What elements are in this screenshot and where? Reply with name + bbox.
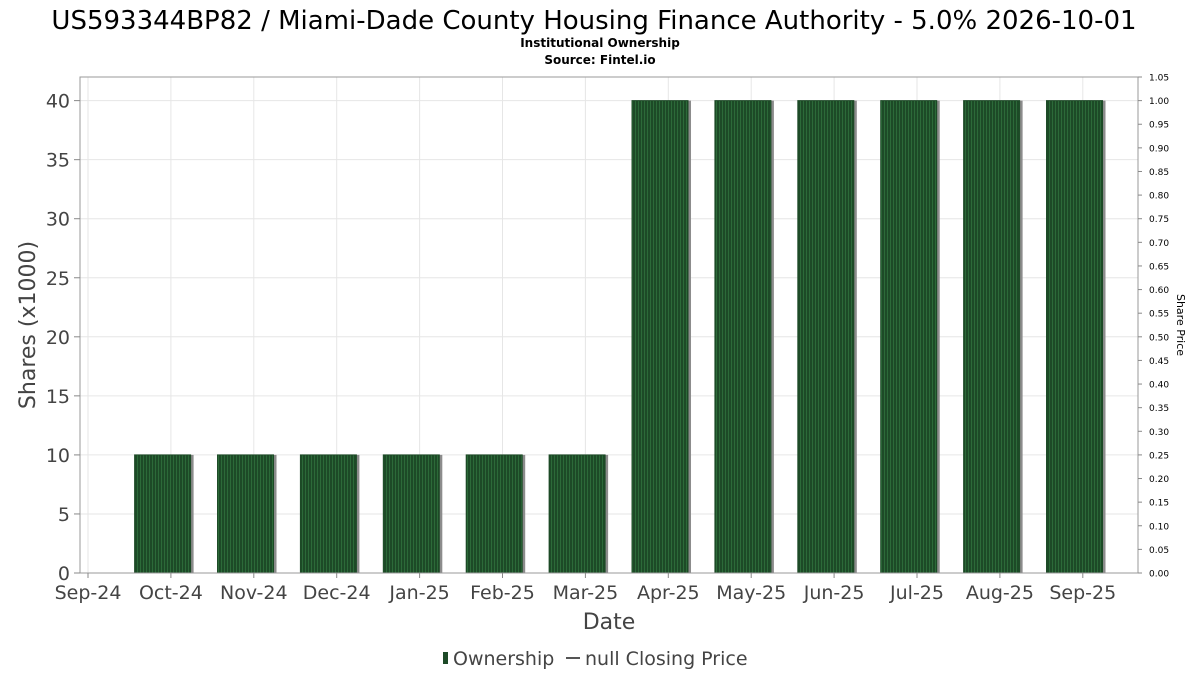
y-tick-label: 0 — [58, 563, 70, 585]
plot-area-border — [79, 76, 1139, 574]
x-tick-label: Oct-24 — [139, 582, 203, 604]
y2-tick-label: 0.00 — [1149, 570, 1169, 580]
y2-tick-label: 0.05 — [1149, 546, 1169, 556]
y2-tick-label: 0.45 — [1149, 357, 1169, 367]
x-tick-label: Dec-24 — [303, 582, 371, 604]
x-tick-label: Apr-25 — [637, 582, 700, 604]
y-axis-ticks: 0 5 10 15 20 25 30 35 40 — [46, 91, 80, 585]
bar-ownership-Jan-25 — [382, 454, 440, 574]
y-tick-label: 35 — [46, 150, 70, 172]
chart-title: US593344BP82 / Miami-Dade County Housing… — [51, 6, 1136, 36]
y2-tick-label: 0.15 — [1149, 499, 1169, 509]
y-tick-label: 25 — [46, 268, 70, 290]
y2-tick-label: 1.00 — [1149, 97, 1169, 107]
x-tick-label: Sep-24 — [55, 582, 122, 604]
chart-source: Source: Fintel.io — [544, 53, 655, 67]
bar-ownership-Feb-25 — [465, 454, 523, 574]
y-tick-label: 30 — [46, 209, 70, 231]
bar-ownership-Sep-25 — [1046, 100, 1104, 574]
y2-tick-label: 0.60 — [1149, 286, 1169, 296]
y2-tick-label: 0.65 — [1149, 262, 1169, 272]
x-tick-label: Feb-25 — [470, 582, 535, 604]
y2-tick-label: 0.50 — [1149, 333, 1169, 343]
legend-closing-price-label: null Closing Price — [585, 648, 748, 670]
y2-tick-label: 0.30 — [1149, 428, 1169, 438]
y2-tick-label: 1.05 — [1149, 74, 1169, 84]
y-tick-label: 15 — [46, 386, 70, 408]
y2-tick-label: 0.35 — [1149, 404, 1169, 414]
y2-axis-ticks: 0.00 0.05 0.10 0.15 0.20 0.25 0.30 0.35 0.40 0.45… — [1138, 74, 1169, 580]
bar-ownership-Nov-24 — [217, 454, 275, 574]
x-axis-label: Date — [583, 610, 636, 635]
bar-ownership-Mar-25 — [548, 454, 606, 574]
bars — [134, 100, 1106, 574]
bar-ownership-Oct-24 — [134, 454, 192, 574]
bar-ownership-Apr-25 — [631, 100, 689, 574]
y2-axis-label: Share Price — [1174, 294, 1187, 356]
y-axis-label: Shares (x1000) — [16, 241, 41, 409]
y2-tick-label: 0.10 — [1149, 522, 1169, 532]
y2-tick-label: 0.40 — [1149, 381, 1169, 391]
bar-ownership-Aug-25 — [963, 100, 1021, 574]
y-tick-label: 40 — [46, 91, 70, 113]
y2-tick-label: 0.90 — [1149, 144, 1169, 154]
legend: Ownership null Closing Price — [443, 648, 748, 670]
bar-ownership-Jun-25 — [797, 100, 855, 574]
y2-tick-label: 0.55 — [1149, 310, 1169, 320]
x-tick-label: Mar-25 — [553, 582, 619, 604]
bar-ownership-Dec-24 — [299, 454, 357, 574]
y2-tick-label: 0.85 — [1149, 168, 1169, 178]
x-tick-label: Nov-24 — [220, 582, 288, 604]
x-tick-label: Jun-25 — [803, 582, 865, 604]
x-axis-ticks: Sep-24 Oct-24 Nov-24 Dec-24 Jan-25 Feb-25 Mar-… — [55, 573, 1116, 604]
chart-subtitle: Institutional Ownership — [520, 36, 680, 50]
y2-tick-label: 0.95 — [1149, 121, 1169, 131]
y2-tick-label: 0.20 — [1149, 475, 1169, 485]
x-tick-label: Aug-25 — [966, 582, 1034, 604]
y2-tick-label: 0.80 — [1149, 192, 1169, 202]
x-tick-label: Jul-25 — [889, 582, 944, 604]
y2-tick-label: 0.25 — [1149, 451, 1169, 461]
y-tick-label: 5 — [58, 504, 70, 526]
y-tick-label: 10 — [46, 445, 70, 467]
x-tick-label: May-25 — [716, 582, 786, 604]
y2-tick-label: 0.75 — [1149, 215, 1169, 225]
x-tick-label: Sep-25 — [1049, 582, 1116, 604]
bar-ownership-May-25 — [714, 100, 772, 574]
x-tick-label: Jan-25 — [388, 582, 449, 604]
y-tick-label: 20 — [46, 327, 70, 349]
bar-ownership-Jul-25 — [880, 100, 938, 574]
legend-ownership-label: Ownership — [453, 648, 554, 670]
legend-ownership-swatch — [443, 652, 448, 664]
y2-tick-label: 0.70 — [1149, 239, 1169, 249]
